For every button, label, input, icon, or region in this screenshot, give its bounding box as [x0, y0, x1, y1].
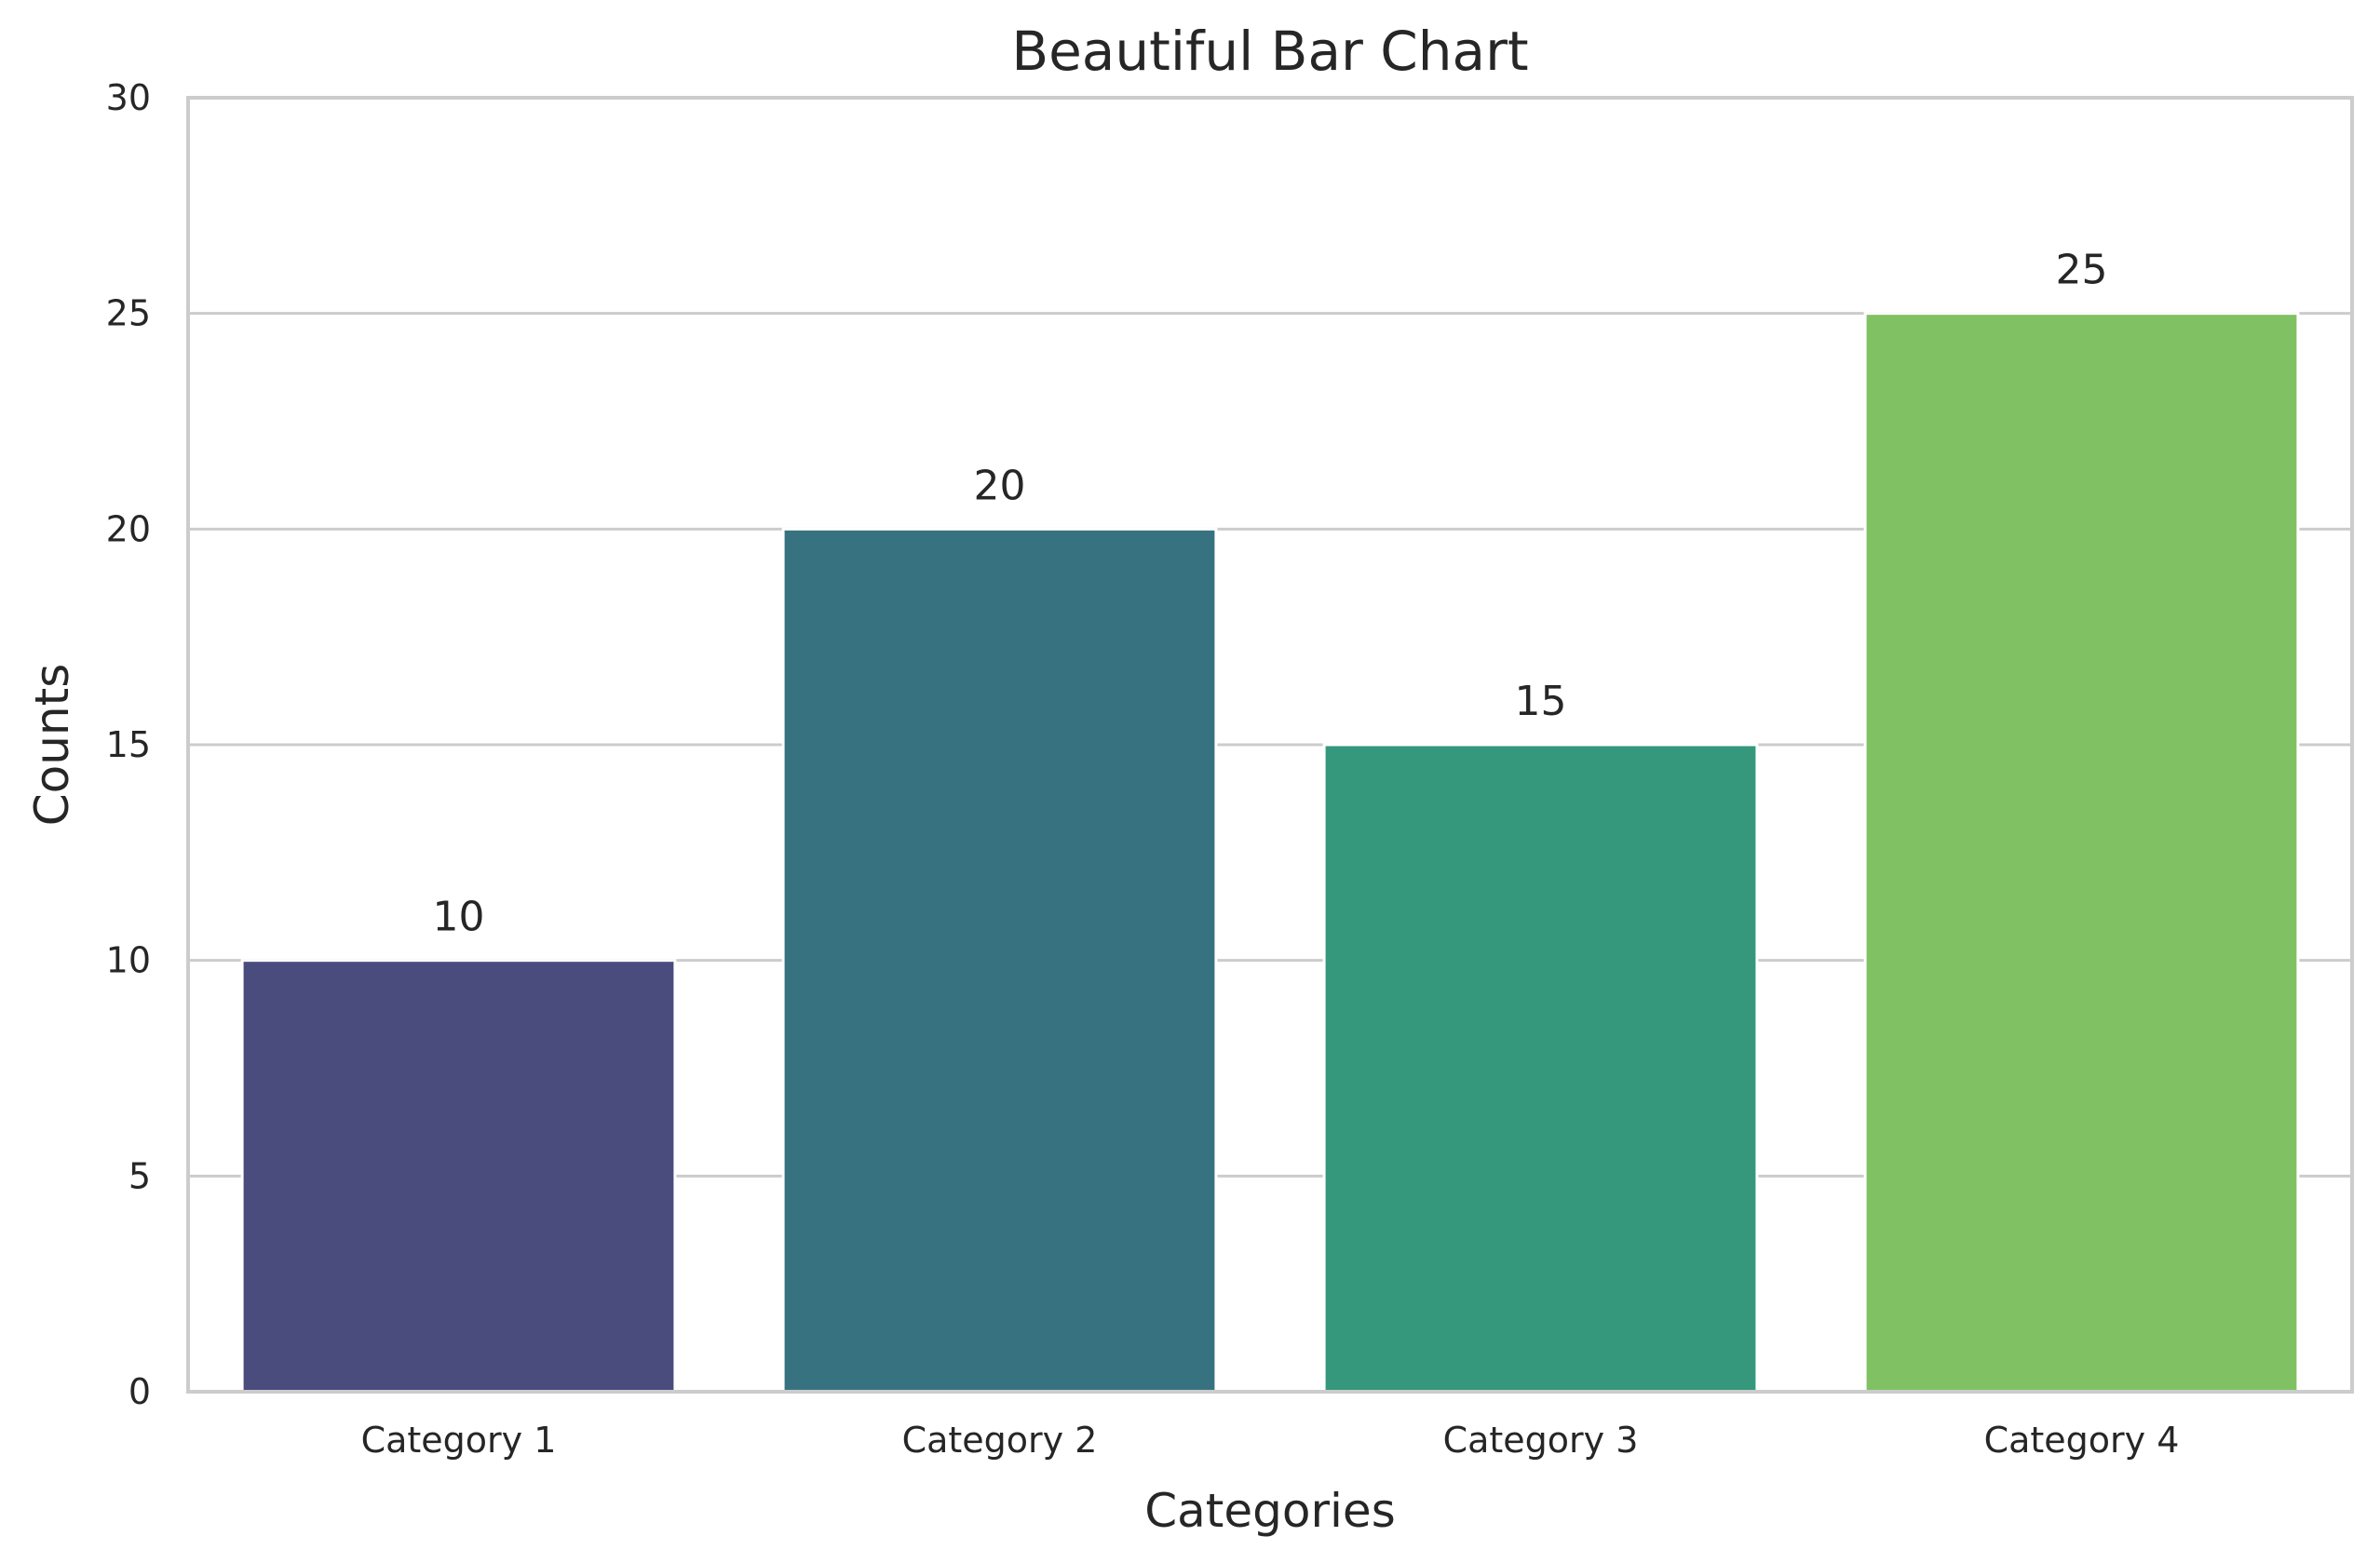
y-tick-label: 15 [106, 724, 151, 765]
bar [240, 959, 677, 1394]
bars [240, 312, 2300, 1394]
y-tick-label: 10 [106, 940, 151, 981]
x-axis-label: Categories [1144, 1484, 1396, 1538]
data-label: 20 [974, 462, 1026, 509]
data-label: 10 [433, 894, 485, 941]
bar [1863, 312, 2300, 1394]
y-tick-label: 0 [128, 1371, 151, 1412]
x-tick-labels: Category 1 Category 2 Category 3 Category 4 [361, 1420, 2180, 1461]
y-tick-label: 20 [106, 508, 151, 549]
y-tick-label: 30 [106, 77, 151, 118]
plot-frame [186, 96, 2354, 1394]
x-tick-label: Category 3 [1443, 1420, 1639, 1461]
bar [1322, 743, 1759, 1394]
x-tick-label: Category 4 [1984, 1420, 2180, 1461]
y-axis-label: Counts [25, 664, 79, 827]
data-labels: 10 20 15 25 [433, 247, 2108, 941]
data-label: 15 [1515, 678, 1567, 725]
y-tick-labels: 0 5 10 15 20 25 30 [106, 77, 151, 1412]
y-tick-label: 25 [106, 293, 151, 334]
data-label: 25 [2056, 247, 2108, 294]
y-tick-label: 5 [128, 1155, 151, 1196]
bar [781, 527, 1218, 1394]
chart-title: Beautiful Bar Chart [1011, 20, 1528, 83]
x-tick-label: Category 2 [902, 1420, 1098, 1461]
x-tick-label: Category 1 [361, 1420, 557, 1461]
